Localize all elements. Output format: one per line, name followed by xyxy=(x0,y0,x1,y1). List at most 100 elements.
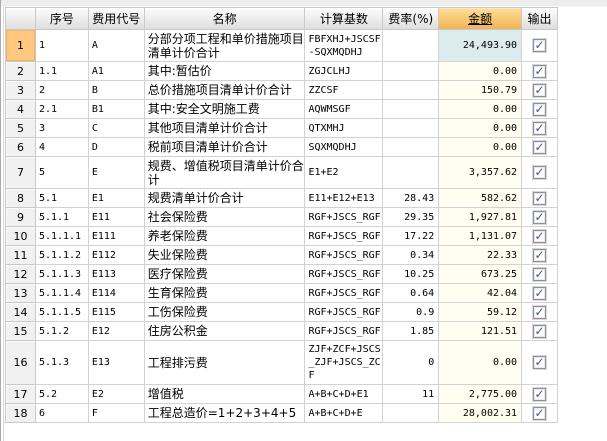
col-header-corner[interactable] xyxy=(6,8,36,30)
cell-calc-base[interactable]: ZZCSF xyxy=(305,81,384,100)
cell-amount[interactable]: 24,493.90 xyxy=(439,30,523,62)
cell-rate[interactable]: 17.22 xyxy=(383,227,440,246)
cell-seq[interactable]: 3 xyxy=(35,119,89,138)
col-header-seq[interactable]: 序号 xyxy=(35,8,89,30)
cell-amount[interactable]: 0.00 xyxy=(439,100,523,119)
cell-name[interactable]: 规费清单计价合计 xyxy=(144,189,306,208)
cell-name[interactable]: 失业保险费 xyxy=(144,246,306,265)
cell-amount[interactable]: 673.25 xyxy=(439,265,523,284)
output-checkbox[interactable]: ✓ xyxy=(533,210,547,224)
cell-seq[interactable]: 5.1.1.2 xyxy=(35,246,89,265)
row-header[interactable]: 14 xyxy=(6,303,36,322)
cell-name[interactable]: 分部分项工程和单价措施项目清单计价合计 xyxy=(144,30,306,62)
row-header[interactable]: 12 xyxy=(6,265,36,284)
cell-name[interactable]: 生育保险费 xyxy=(144,284,306,303)
output-checkbox[interactable]: ✓ xyxy=(533,387,547,401)
cell-seq[interactable]: 5.1.1.5 xyxy=(35,303,89,322)
cell-amount[interactable]: 22.33 xyxy=(439,246,523,265)
cell-fee-code[interactable]: E12 xyxy=(88,322,145,341)
cell-fee-code[interactable]: A xyxy=(88,30,145,62)
cell-fee-code[interactable]: E xyxy=(88,157,145,189)
output-checkbox[interactable]: ✓ xyxy=(533,102,547,116)
cell-rate[interactable]: 28.43 xyxy=(383,189,440,208)
row-header[interactable]: 15 xyxy=(6,322,36,341)
cell-name[interactable]: 规费、增值税项目清单计价合计 xyxy=(144,157,306,189)
output-checkbox[interactable]: ✓ xyxy=(533,305,547,319)
cell-amount[interactable]: 582.62 xyxy=(439,189,523,208)
row-header[interactable]: 18 xyxy=(6,404,36,423)
cell-name[interactable]: 工伤保险费 xyxy=(144,303,306,322)
cell-fee-code[interactable]: B xyxy=(88,81,145,100)
cell-name[interactable]: 养老保险费 xyxy=(144,227,306,246)
cell-seq[interactable]: 5.1.1.4 xyxy=(35,284,89,303)
cell-fee-code[interactable]: E115 xyxy=(88,303,145,322)
cell-seq[interactable]: 5 xyxy=(35,157,89,189)
cell-amount[interactable]: 121.51 xyxy=(439,322,523,341)
cell-rate[interactable]: 0.34 xyxy=(383,246,440,265)
row-header[interactable]: 16 xyxy=(6,341,36,385)
cell-rate[interactable]: 1.85 xyxy=(383,322,440,341)
cell-seq[interactable]: 5.1 xyxy=(35,189,89,208)
cell-fee-code[interactable]: B1 xyxy=(88,100,145,119)
cell-name[interactable]: 增值税 xyxy=(144,385,306,404)
cell-calc-base[interactable]: RGF+JSCS_RGF xyxy=(305,208,384,227)
col-header-name[interactable]: 名称 xyxy=(144,8,306,30)
output-checkbox[interactable]: ✓ xyxy=(533,356,547,369)
cell-name[interactable]: 其他项目清单计价合计 xyxy=(144,119,306,138)
cell-fee-code[interactable]: E13 xyxy=(88,341,145,385)
cell-amount[interactable]: 2,775.00 xyxy=(439,385,523,404)
cell-seq[interactable]: 5.1.1.1 xyxy=(35,227,89,246)
cell-calc-base[interactable]: A+B+C+D+E xyxy=(305,404,384,423)
row-header[interactable]: 11 xyxy=(6,246,36,265)
cell-calc-base[interactable]: RGF+JSCS_RGF xyxy=(305,227,384,246)
cell-name[interactable]: 工程总造价=1+2+3+4+5 xyxy=(144,404,306,423)
cell-amount[interactable]: 1,131.07 xyxy=(439,227,523,246)
cell-amount[interactable]: 3,357.62 xyxy=(439,157,523,189)
cell-fee-code[interactable]: E2 xyxy=(88,385,145,404)
cell-seq[interactable]: 4 xyxy=(35,138,89,157)
output-checkbox[interactable]: ✓ xyxy=(533,83,547,97)
cell-fee-code[interactable]: E1 xyxy=(88,189,145,208)
cell-amount[interactable]: 0.00 xyxy=(439,119,523,138)
cell-name[interactable]: 其中:安全文明施工费 xyxy=(144,100,306,119)
cell-amount[interactable]: 150.79 xyxy=(439,81,523,100)
output-checkbox[interactable]: ✓ xyxy=(533,229,547,243)
cell-rate[interactable]: 0 xyxy=(383,341,440,385)
cell-amount[interactable]: 0.00 xyxy=(439,138,523,157)
cell-amount[interactable]: 1,927.81 xyxy=(439,208,523,227)
row-header[interactable]: 4 xyxy=(6,100,36,119)
cell-calc-base[interactable]: A+B+C+D+E1 xyxy=(305,385,384,404)
row-header[interactable]: 17 xyxy=(6,385,36,404)
cell-amount[interactable]: 28,002.31 xyxy=(439,404,523,423)
cell-name[interactable]: 其中:暂估价 xyxy=(144,62,306,81)
output-checkbox[interactable]: ✓ xyxy=(533,267,547,281)
output-checkbox[interactable]: ✓ xyxy=(533,64,547,78)
cell-fee-code[interactable]: E114 xyxy=(88,284,145,303)
cell-name[interactable]: 总价措施项目清单计价合计 xyxy=(144,81,306,100)
output-checkbox[interactable]: ✓ xyxy=(533,39,547,52)
cell-rate[interactable] xyxy=(383,62,440,81)
col-header-calc-base[interactable]: 计算基数 xyxy=(305,8,384,30)
cell-fee-code[interactable]: E11 xyxy=(88,208,145,227)
cell-rate[interactable]: 0.64 xyxy=(383,284,440,303)
output-checkbox[interactable]: ✓ xyxy=(533,140,547,154)
row-header[interactable]: 13 xyxy=(6,284,36,303)
cell-rate[interactable] xyxy=(383,100,440,119)
cell-calc-base[interactable]: RGF+JSCS_RGF xyxy=(305,284,384,303)
cell-calc-base[interactable]: RGF+JSCS_RGF xyxy=(305,246,384,265)
cell-rate[interactable]: 10.25 xyxy=(383,265,440,284)
cell-calc-base[interactable]: ZJF+ZCF+JSCS_ZJF+JSCS_ZCF xyxy=(305,341,384,385)
row-header[interactable]: 3 xyxy=(6,81,36,100)
cell-seq[interactable]: 2.1 xyxy=(35,100,89,119)
cell-rate[interactable] xyxy=(383,157,440,189)
row-header[interactable]: 1 xyxy=(6,30,36,62)
cell-rate[interactable]: 29.35 xyxy=(383,208,440,227)
row-header[interactable]: 10 xyxy=(6,227,36,246)
cell-calc-base[interactable]: AQWMSGF xyxy=(305,100,384,119)
cell-seq[interactable]: 5.1.1 xyxy=(35,208,89,227)
cell-amount[interactable]: 59.12 xyxy=(439,303,523,322)
cell-calc-base[interactable]: E11+E12+E13 xyxy=(305,189,384,208)
cell-calc-base[interactable]: RGF+JSCS_RGF xyxy=(305,265,384,284)
cell-rate[interactable] xyxy=(383,119,440,138)
row-header[interactable]: 6 xyxy=(6,138,36,157)
